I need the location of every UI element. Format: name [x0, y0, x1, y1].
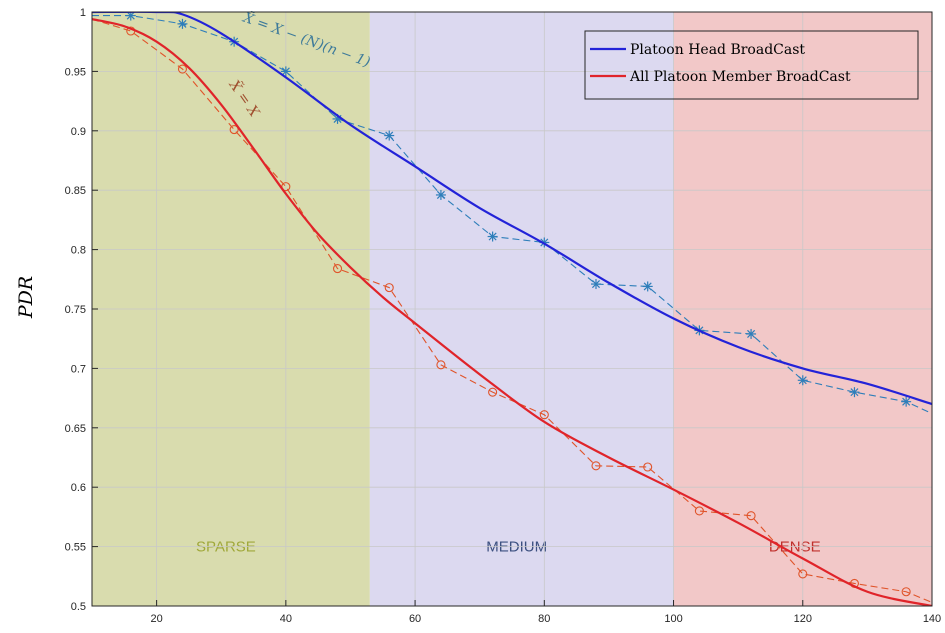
y-tick-label: 0.55: [65, 542, 86, 554]
data-point-circle: [694, 506, 704, 516]
y-tick-label: 0.65: [65, 423, 86, 435]
data-point-circle: [746, 511, 756, 521]
y-axis-ticks: 0.5 0.55 0.6 0.65 0.7 0.75 0.8 0.85 0.9 0.95 1: [65, 7, 98, 613]
data-point-star: [746, 328, 757, 339]
data-point-circle: [901, 587, 911, 597]
series-line-fit-2: [92, 18, 932, 606]
y-axis-label: PDR: [15, 276, 37, 319]
x-tick-label: 120: [794, 613, 812, 625]
series-group: [92, 12, 932, 606]
data-point-circle: [177, 64, 188, 74]
legend-label-1: All Platoon Member BroadCast: [629, 69, 851, 85]
data-point-star: [177, 18, 188, 29]
legend-label-0: Platoon Head BroadCast: [630, 42, 805, 58]
data-point-star: [280, 66, 291, 77]
data-point-circle: [539, 410, 549, 420]
x-tick-label: 80: [538, 613, 550, 625]
data-point-star: [642, 281, 653, 292]
data-point-star: [435, 189, 446, 200]
x-tick-label: 40: [280, 613, 292, 625]
y-tick-label: 0.5: [71, 601, 86, 613]
data-point-star: [384, 130, 395, 141]
x-axis-ticks: 20 40 60 80 100 120 140: [150, 600, 941, 625]
data-point-star: [591, 279, 601, 290]
y-tick-label: 0.95: [65, 66, 86, 78]
data-point-star: [797, 375, 808, 386]
y-tick-label: 0.85: [65, 185, 86, 197]
y-tick-label: 0.6: [71, 482, 86, 494]
data-point-circle: [229, 125, 239, 135]
y-tick-label: 1: [80, 7, 86, 19]
legend-box: [584, 30, 919, 100]
data-point-star: [849, 387, 860, 398]
x-tick-label: 60: [409, 613, 421, 625]
data-point-circle: [384, 283, 394, 293]
data-point-circle: [643, 462, 653, 472]
data-point-star: [125, 12, 136, 21]
y-tick-label: 0.8: [71, 245, 86, 257]
data-point-circle: [488, 387, 498, 397]
series-line-measured-3: [92, 18, 932, 603]
y-tick-label: 0.9: [71, 126, 86, 138]
data-point-circle: [591, 461, 601, 471]
data-point-circle: [332, 264, 343, 274]
legend: Platoon Head BroadCast All Platoon Member…: [584, 30, 919, 100]
data-point-circle: [436, 360, 446, 370]
x-tick-label: 140: [923, 613, 941, 625]
x-tick-label: 20: [150, 613, 162, 625]
data-point-star: [901, 396, 912, 407]
data-point-circle: [798, 569, 808, 579]
x-tick-label: 100: [664, 613, 682, 625]
y-tick-label: 0.7: [71, 363, 86, 375]
data-point-star: [487, 231, 498, 242]
y-tick-label: 0.75: [65, 304, 86, 316]
series-line-fit-0: [92, 12, 932, 406]
series-line-measured-1: [92, 15, 932, 415]
